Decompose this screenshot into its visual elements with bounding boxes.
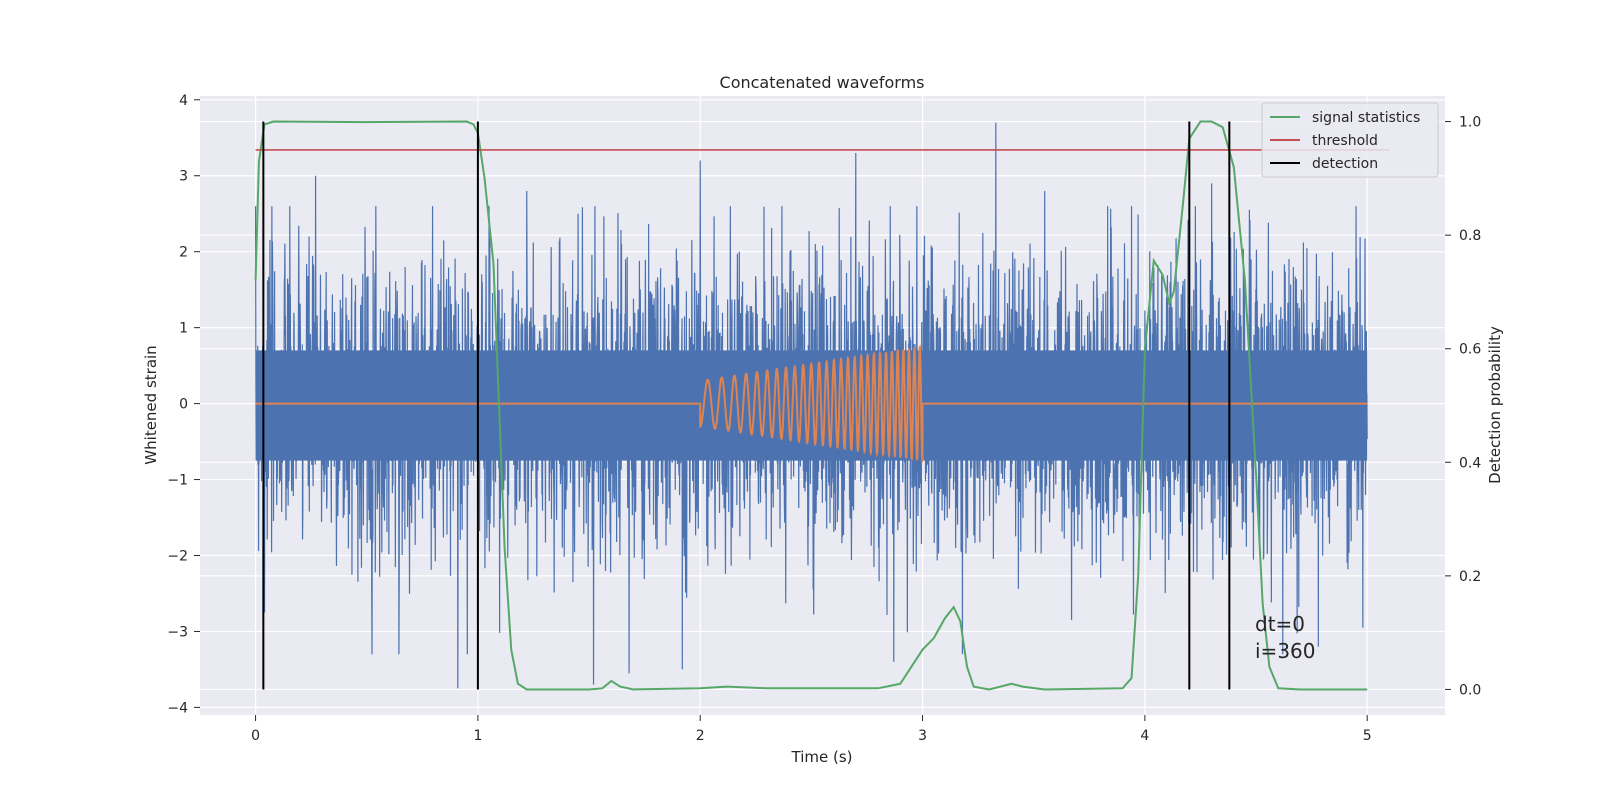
y2-tick-label: 0.2 — [1459, 569, 1481, 585]
y2-tick-label: 0.6 — [1459, 342, 1481, 358]
x-tick-label: 1 — [473, 728, 482, 744]
y-tick-label: −4 — [167, 700, 188, 716]
legend-box — [1261, 102, 1439, 178]
y-tick-label: 2 — [179, 245, 188, 261]
y-tick-label: 0 — [179, 397, 188, 413]
legend-label-threshold: threshold — [1312, 133, 1378, 149]
legend-label-signal-statistics: signal statistics — [1312, 110, 1420, 126]
y-tick-label: 3 — [179, 169, 188, 185]
x-tick-label: 3 — [918, 728, 927, 744]
axis-ticks: 0 1 2 3 4 5 −4 −3 −2 −1 0 1 2 3 4 0.0 0.2 0.4 0.6 0.8 1.0 — [167, 93, 1481, 744]
y2-tick-label: 0.4 — [1459, 455, 1481, 471]
annotation: dt=0 i=360 — [1255, 612, 1316, 663]
y2-tick-label: 1.0 — [1459, 115, 1481, 131]
plot-area — [254, 120, 1390, 691]
y-tick-label: −3 — [167, 624, 188, 640]
y-tick-label: −1 — [167, 473, 188, 489]
injected-chirp-line — [255, 344, 1368, 465]
y-tick-label: 4 — [179, 93, 188, 109]
chart-title: Concatenated waveforms — [720, 73, 925, 92]
y2-tick-label: 0.8 — [1459, 228, 1481, 244]
annotation-dt: dt=0 — [1255, 612, 1305, 636]
signal-statistics-line — [254, 120, 1368, 691]
annotation-i: i=360 — [1255, 639, 1316, 663]
x-tick-label: 4 — [1140, 728, 1149, 744]
x-axis-label: Time (s) — [791, 748, 853, 766]
y2-axis-label: Detection probability — [1486, 326, 1504, 484]
legend: signal statistics threshold detection — [1261, 102, 1439, 178]
x-tick-label: 0 — [251, 728, 260, 744]
x-tick-label: 2 — [696, 728, 705, 744]
y-tick-label: −2 — [167, 549, 188, 565]
y-axis-label: Whitened strain — [142, 345, 160, 464]
x-tick-label: 5 — [1363, 728, 1372, 744]
y2-tick-label: 0.0 — [1459, 682, 1481, 698]
y-tick-label: 1 — [179, 321, 188, 337]
legend-label-detection: detection — [1312, 156, 1378, 172]
